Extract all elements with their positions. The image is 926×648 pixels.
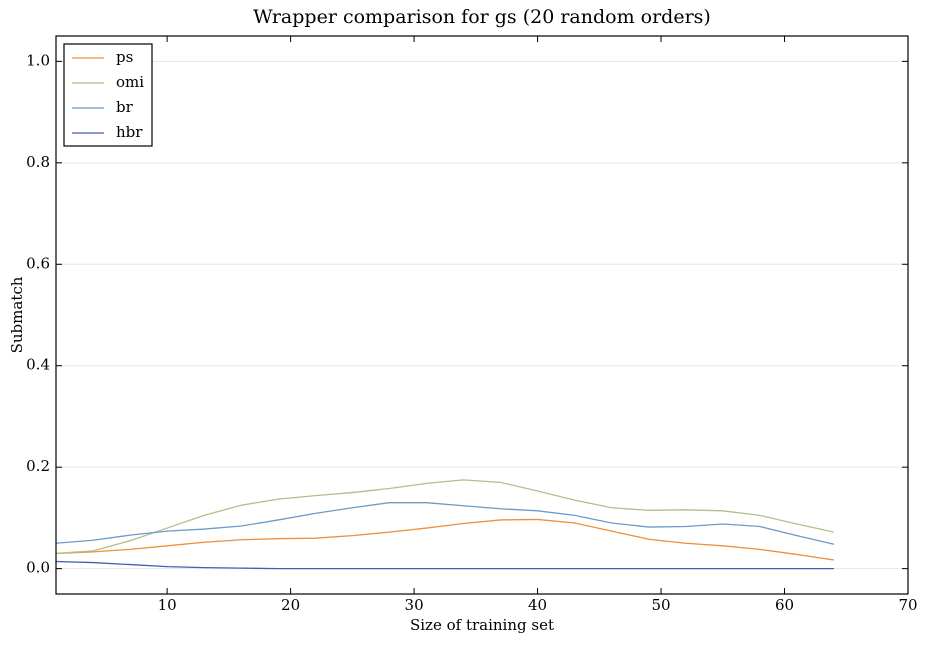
x-tick-label: 10	[158, 596, 177, 614]
legend-label: hbr	[116, 123, 143, 141]
x-tick-label: 30	[405, 596, 424, 614]
legend-label: omi	[116, 73, 144, 91]
y-tick-label: 0.2	[26, 457, 50, 475]
legend-label: ps	[116, 48, 133, 66]
line-series	[55, 502, 835, 545]
line-series	[55, 560, 834, 570]
x-tick-label: 60	[775, 596, 794, 614]
chart-title: Wrapper comparison for gs (20 random ord…	[253, 6, 711, 28]
y-tick-label: 0.6	[26, 254, 50, 272]
x-tick-label: 70	[898, 596, 917, 614]
plot-frame	[55, 35, 909, 595]
y-tick-label: 0.8	[26, 153, 50, 171]
line-series	[55, 518, 835, 561]
y-tick-label: 0.4	[26, 356, 50, 374]
x-axis-label: Size of training set	[410, 616, 554, 634]
y-tick-label: 0.0	[26, 559, 50, 577]
legend-label: br	[116, 98, 134, 116]
y-tick-label: 1.0	[26, 51, 50, 69]
x-tick-label: 20	[281, 596, 300, 614]
x-tick-label: 50	[651, 596, 670, 614]
line-series	[55, 479, 835, 555]
x-tick-label: 40	[528, 596, 547, 614]
y-axis-label: Submatch	[8, 276, 26, 353]
legend-box	[63, 43, 153, 147]
